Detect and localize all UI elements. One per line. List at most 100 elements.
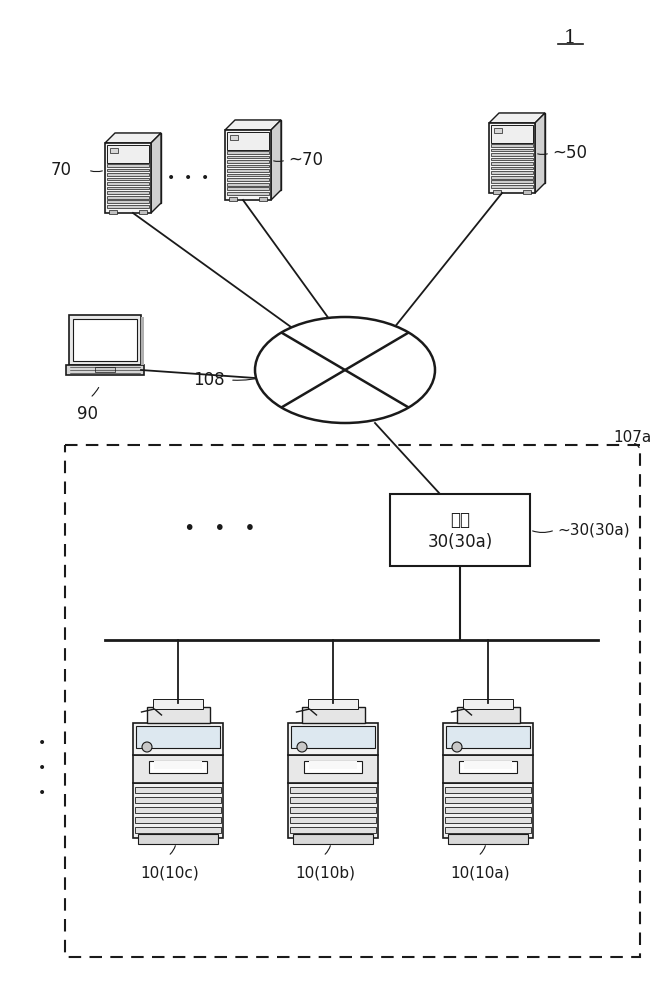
Polygon shape — [464, 761, 512, 769]
Text: 90: 90 — [77, 405, 97, 423]
Polygon shape — [151, 133, 161, 213]
Text: 网关: 网关 — [450, 511, 470, 529]
Text: ~30(30a): ~30(30a) — [557, 522, 630, 538]
Text: 30(30a): 30(30a) — [428, 533, 493, 551]
Bar — [491, 153, 533, 156]
Bar — [491, 180, 533, 183]
Bar — [288, 723, 378, 755]
Bar — [225, 130, 271, 200]
Text: 1: 1 — [564, 29, 576, 47]
Bar — [105, 143, 151, 213]
Bar — [69, 315, 141, 365]
Bar — [491, 144, 533, 147]
Bar — [445, 817, 531, 823]
Bar — [491, 176, 533, 179]
Text: ~50: ~50 — [552, 144, 587, 162]
Circle shape — [142, 742, 152, 752]
Circle shape — [452, 742, 462, 752]
Text: •   •   •: • • • — [184, 518, 256, 538]
Bar — [288, 783, 378, 838]
Bar — [445, 807, 531, 813]
Bar — [491, 167, 533, 169]
Bar — [307, 699, 358, 709]
Bar — [107, 205, 149, 208]
Bar — [107, 200, 149, 203]
Bar — [445, 827, 531, 833]
Text: 10(10a): 10(10a) — [450, 866, 510, 881]
Bar — [230, 135, 238, 140]
Bar — [227, 178, 269, 181]
Polygon shape — [235, 120, 281, 190]
Bar — [227, 183, 269, 186]
Bar — [227, 151, 269, 154]
Bar — [491, 149, 533, 151]
Polygon shape — [499, 113, 545, 183]
Text: •
•
•: • • • — [38, 736, 46, 800]
Bar — [491, 162, 533, 165]
Bar — [448, 834, 528, 844]
Bar — [227, 160, 269, 163]
Bar — [133, 723, 223, 755]
Bar — [153, 699, 203, 709]
Bar — [523, 190, 531, 194]
Bar — [138, 834, 218, 844]
Bar — [491, 171, 533, 174]
Bar — [227, 132, 269, 149]
Text: 70: 70 — [51, 161, 72, 179]
Bar — [227, 187, 269, 190]
Text: 107a: 107a — [613, 430, 651, 446]
Bar — [135, 817, 221, 823]
Bar — [443, 755, 533, 783]
Bar — [301, 707, 364, 723]
Bar — [446, 726, 530, 748]
Bar — [290, 827, 376, 833]
Bar — [141, 317, 144, 365]
Bar — [229, 197, 237, 201]
Bar — [463, 699, 513, 709]
Polygon shape — [105, 133, 161, 143]
Bar — [147, 707, 209, 723]
Bar — [459, 761, 517, 773]
Bar — [290, 817, 376, 823]
Bar — [493, 190, 501, 194]
Bar — [107, 191, 149, 194]
Bar — [290, 797, 376, 803]
Bar — [227, 165, 269, 167]
Circle shape — [297, 742, 307, 752]
Text: 10(10b): 10(10b) — [295, 866, 355, 881]
Ellipse shape — [255, 317, 435, 423]
Bar — [135, 807, 221, 813]
Bar — [66, 365, 144, 375]
Bar — [73, 319, 137, 361]
Polygon shape — [154, 761, 202, 769]
Bar — [139, 210, 147, 214]
Bar — [109, 210, 117, 214]
Bar — [227, 156, 269, 158]
Bar — [107, 169, 149, 171]
Bar — [291, 726, 375, 748]
Bar — [136, 726, 220, 748]
Polygon shape — [535, 113, 545, 193]
Text: 108: 108 — [193, 371, 225, 389]
Bar — [303, 761, 362, 773]
Bar — [107, 145, 149, 162]
Bar — [107, 196, 149, 199]
Polygon shape — [309, 761, 358, 769]
Bar — [390, 494, 530, 566]
Bar — [491, 158, 533, 160]
Bar — [293, 834, 373, 844]
Bar — [445, 797, 531, 803]
Bar — [110, 148, 118, 153]
Bar — [107, 182, 149, 185]
Bar — [135, 787, 221, 793]
Bar — [107, 178, 149, 180]
Text: 10(10c): 10(10c) — [141, 866, 199, 881]
Text: ~70: ~70 — [288, 151, 323, 169]
Bar — [135, 797, 221, 803]
Text: •  •  •: • • • — [167, 171, 209, 185]
Bar — [107, 164, 149, 167]
Bar — [288, 755, 378, 783]
Bar — [133, 783, 223, 838]
Bar — [259, 197, 267, 201]
Bar — [290, 807, 376, 813]
